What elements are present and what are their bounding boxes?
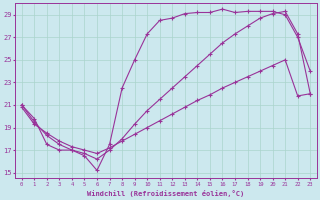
X-axis label: Windchill (Refroidissement éolien,°C): Windchill (Refroidissement éolien,°C) bbox=[87, 190, 244, 197]
